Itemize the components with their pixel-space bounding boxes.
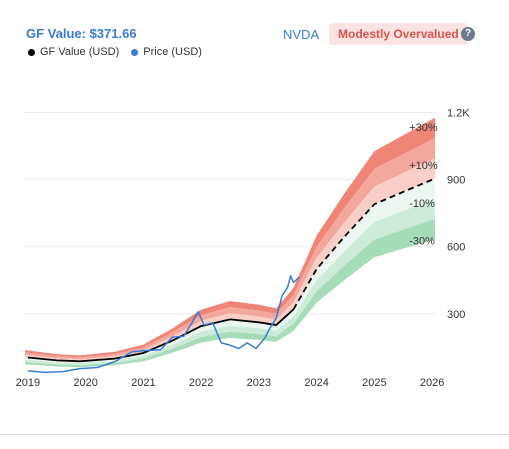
legend-label-gf-value: GF Value (USD) [40,46,120,58]
x-tick-label: 2026 [420,377,444,389]
valuation-band [25,158,435,362]
valuation-band [25,138,435,360]
gf-value-line-historical [27,308,295,363]
x-tick-label: 2023 [247,377,271,389]
valuation-band [25,198,435,366]
gf-value-chart: +30% +10% -10% -30% 2019 2020 2021 2022 2023 202… [16,108,471,389]
gf-value-line-projected [292,177,436,310]
price-line [27,275,300,374]
gf-value-line [27,177,436,363]
gf-value-title: GF Value: $371.66 [26,26,137,41]
valuation-band [25,178,435,364]
band-label: +30% [409,122,438,134]
axis-labels: 2019 2020 2021 2022 2023 2024 2025 2026 300 600 90… [16,108,471,389]
band-label: -10% [409,198,435,210]
chart-header: GF Value: $371.66 NVDA Modestly Overvalu… [0,0,509,70]
legend-dot-price [131,48,139,56]
divider [0,434,509,435]
x-tick-label: 2024 [304,377,328,389]
legend-label-price: Price (USD) [143,46,202,58]
legend-item-gf-value[interactable]: GF Value (USD) [28,46,119,58]
x-tick-label: 2025 [362,377,386,389]
band-label: -30% [409,236,435,248]
legend-item-price[interactable]: Price (USD) [131,46,202,58]
y-tick-label: 900 [447,175,465,187]
y-tick-label: 300 [447,309,465,321]
valuation-bands [25,117,435,368]
x-tick-label: 2019 [16,377,40,389]
band-labels: +30% +10% -10% -30% [409,122,438,247]
band-label: +10% [409,160,438,172]
valuation-band [25,117,435,358]
x-tick-label: 2020 [73,377,97,389]
price-line-path [27,275,300,374]
valuation-band [25,219,435,368]
y-tick-label: 600 [447,242,465,254]
help-icon[interactable]: ? [461,27,475,41]
x-tick-label: 2021 [131,377,155,389]
legend-dot-gf-value [28,48,35,56]
valuation-badge: Modestly Overvalued [329,23,468,45]
ticker-link[interactable]: NVDA [283,27,320,42]
x-tick-label: 2022 [189,377,213,389]
chart-legend: GF Value (USD) Price (USD) [28,46,202,58]
y-tick-label: 1.2K [447,108,470,120]
